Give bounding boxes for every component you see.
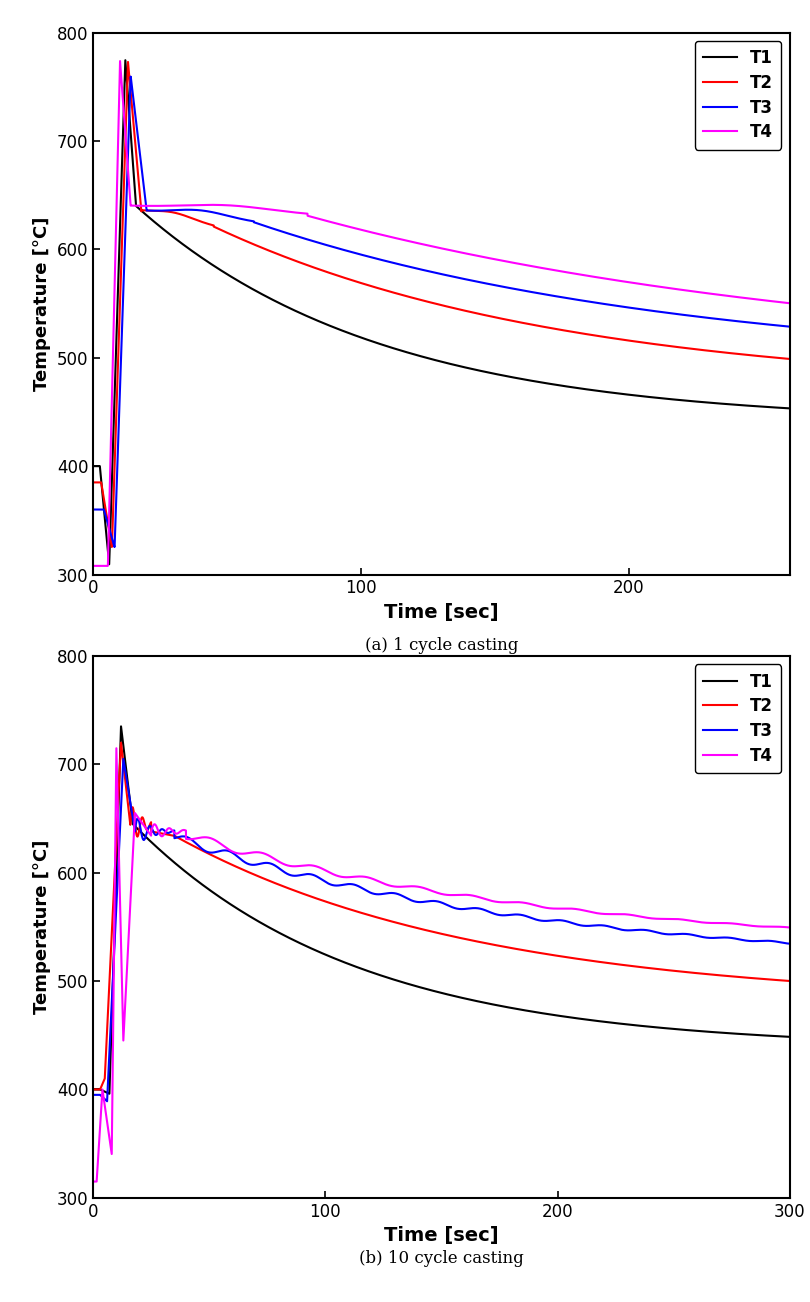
Title: (b) 10 cycle casting: (b) 10 cycle casting	[359, 1250, 524, 1267]
T2	[608, 331, 618, 346]
T1	[542, 375, 552, 391]
T4	[215, 197, 224, 212]
Y-axis label: Temperature [°C]: Temperature [°C]	[33, 216, 51, 391]
T3	[109, 539, 119, 555]
T3	[779, 935, 789, 950]
T4	[351, 868, 360, 884]
T1	[254, 914, 264, 930]
T2	[351, 904, 360, 919]
T1	[506, 370, 516, 385]
T4	[254, 845, 263, 861]
T4	[258, 845, 267, 861]
T1	[88, 458, 98, 474]
T2	[88, 1082, 98, 1098]
Line: T1: T1	[93, 60, 790, 564]
T1	[785, 1029, 795, 1044]
T3	[258, 855, 267, 871]
T3	[401, 889, 411, 905]
T3	[88, 1087, 98, 1103]
T1	[355, 329, 364, 345]
T1	[661, 391, 671, 406]
T1	[250, 911, 260, 927]
T4	[115, 53, 125, 69]
Legend: T1, T2, T3, T4: T1, T2, T3, T4	[695, 40, 782, 150]
T2	[785, 352, 795, 367]
T3	[254, 857, 264, 872]
T1	[121, 52, 130, 68]
T1	[258, 915, 267, 931]
T2	[254, 868, 263, 884]
T3	[608, 297, 618, 312]
T4	[112, 741, 122, 756]
T4	[355, 221, 364, 237]
T1	[215, 262, 225, 277]
T1	[104, 1086, 114, 1101]
T1	[779, 1029, 789, 1044]
T2	[785, 973, 795, 988]
T1	[88, 1082, 98, 1098]
T2	[661, 337, 671, 353]
X-axis label: Time [sec]: Time [sec]	[384, 603, 499, 622]
T1	[116, 719, 126, 734]
T3	[506, 280, 516, 296]
T3	[88, 501, 98, 517]
T2	[116, 734, 126, 750]
T4	[250, 845, 260, 861]
T2	[250, 867, 260, 883]
T2	[779, 973, 789, 988]
T3	[118, 751, 128, 767]
T3	[102, 1094, 112, 1109]
T2	[258, 870, 267, 885]
X-axis label: Time [sec]: Time [sec]	[384, 1226, 499, 1245]
T4	[785, 296, 795, 311]
Line: T2: T2	[93, 742, 790, 1090]
T4	[785, 919, 795, 935]
T1	[104, 556, 114, 572]
T2	[123, 55, 133, 70]
Title: (a) 1 cycle casting: (a) 1 cycle casting	[364, 637, 518, 654]
T3	[250, 857, 260, 872]
T3	[542, 286, 552, 302]
T2	[542, 319, 552, 335]
T2	[107, 539, 117, 555]
T2	[215, 221, 225, 237]
T4	[661, 280, 671, 296]
Y-axis label: Temperature [°C]: Temperature [°C]	[33, 840, 51, 1014]
T4	[88, 559, 98, 574]
Line: T4: T4	[93, 61, 790, 566]
Line: T3: T3	[93, 759, 790, 1101]
Line: T3: T3	[93, 77, 790, 547]
T2	[400, 917, 410, 932]
T1	[785, 401, 795, 417]
T1	[401, 975, 411, 991]
T1	[351, 958, 360, 974]
T3	[126, 69, 135, 85]
T2	[506, 312, 516, 328]
T4	[541, 260, 551, 276]
Line: T2: T2	[93, 62, 790, 547]
Line: T4: T4	[93, 749, 790, 1182]
T4	[88, 1174, 98, 1190]
T3	[215, 206, 225, 221]
T3	[351, 878, 360, 893]
T1	[608, 385, 618, 401]
Legend: T1, T2, T3, T4: T1, T2, T3, T4	[695, 664, 782, 773]
Line: T1: T1	[93, 727, 790, 1094]
T3	[785, 319, 795, 335]
T4	[779, 919, 789, 935]
T4	[506, 254, 516, 270]
T3	[355, 246, 364, 262]
T4	[608, 272, 618, 288]
T3	[661, 305, 671, 320]
T4	[400, 879, 410, 894]
T2	[88, 475, 98, 491]
T3	[785, 936, 795, 952]
T2	[355, 275, 364, 290]
